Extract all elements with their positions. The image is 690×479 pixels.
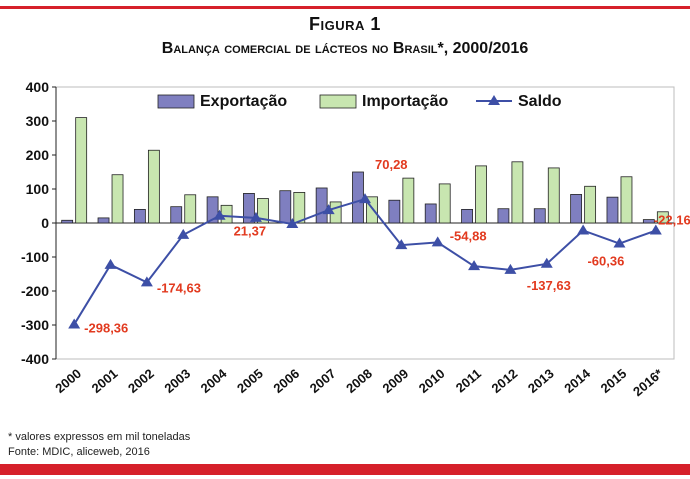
bar-exportacao [315, 187, 328, 224]
saldo-line [73, 197, 657, 325]
saldo-data-label: -22,16 [654, 213, 690, 228]
bar-exportacao [243, 193, 255, 224]
bar-exportacao [170, 206, 183, 224]
notes: * valores expressos em mil toneladas Fon… [8, 430, 190, 460]
bar-importacao [547, 167, 560, 224]
x-tick-label: 2000 [52, 366, 84, 396]
saldo-point [395, 239, 408, 250]
x-tick-label: 2003 [161, 366, 193, 396]
y-tick-label: -400 [21, 351, 49, 367]
x-tick-label: 2009 [379, 366, 411, 396]
y-tick-label: 300 [26, 113, 50, 129]
x-tick-label: 2008 [343, 366, 375, 396]
legend-label-saldo: Saldo [518, 93, 562, 110]
bar-exportacao [570, 194, 583, 224]
x-tick-label: 2001 [89, 366, 121, 396]
y-tick-label: 100 [26, 181, 50, 197]
x-tick-label: 2011 [453, 366, 484, 396]
saldo-point [322, 204, 335, 215]
bar-exportacao [206, 196, 219, 224]
y-tick-label: -200 [21, 283, 49, 299]
saldo-point [213, 209, 226, 220]
bar-exportacao [424, 203, 437, 224]
saldo-point [504, 263, 517, 274]
saldo-data-label: -60,36 [587, 254, 624, 269]
bar-exportacao [606, 196, 619, 224]
x-tick-label: 2014 [561, 365, 593, 396]
bar-importacao [75, 117, 88, 224]
bar-exportacao [61, 219, 74, 224]
saldo-point [286, 218, 299, 229]
saldo-data-label: 21,37 [234, 224, 267, 239]
bar-exportacao [97, 217, 110, 224]
saldo-data-label: 70,28 [375, 157, 408, 172]
saldo-data-label: -174,63 [157, 280, 201, 295]
bar-importacao [475, 165, 487, 224]
bar-importacao [147, 149, 160, 224]
legend-label-exportacao: Exportação [200, 93, 287, 110]
bar-exportacao [133, 208, 146, 224]
bar-importacao [511, 161, 524, 224]
source-note: Fonte: MDIC, aliceweb, 2016 [8, 446, 150, 458]
bar-exportacao [279, 190, 292, 224]
bar-importacao [257, 198, 269, 224]
bar-exportacao [461, 208, 473, 224]
saldo-point [249, 211, 262, 222]
bar-importacao [584, 185, 597, 224]
x-tick-label: 2007 [307, 366, 339, 396]
saldo-point [140, 276, 153, 287]
saldo-point [613, 237, 626, 248]
saldo-point [68, 318, 81, 329]
bar-importacao [656, 211, 669, 224]
x-tick-label: 2004 [198, 365, 230, 396]
bar-exportacao [388, 199, 401, 224]
x-tick-label: 2015 [598, 366, 630, 396]
top-red-rule [0, 6, 690, 9]
x-tick-label: 2012 [489, 366, 521, 396]
y-tick-label: 0 [41, 215, 49, 231]
bar-importacao [402, 177, 415, 224]
saldo-point [649, 224, 662, 235]
x-tick-label: 2013 [525, 366, 557, 396]
legend-label-importacao: Importação [362, 93, 448, 110]
saldo-point [177, 228, 190, 239]
bar-importacao [438, 183, 451, 224]
y-tick-label: 400 [26, 79, 50, 95]
footnote: * valores expressos em mil toneladas [8, 431, 191, 443]
y-tick-label: -100 [21, 249, 49, 265]
legend-marker-saldo [488, 95, 500, 105]
trade-balance-chart: 400 300 200 100 0 -100 -200 -300 -400 -298,36 -174… [21, 79, 690, 399]
saldo-point [468, 260, 481, 271]
bottom-red-rule [0, 464, 690, 475]
bar-importacao [293, 191, 306, 224]
bar-importacao [220, 204, 233, 224]
x-tick-label: 2005 [234, 366, 266, 396]
saldo-data-label: -137,63 [527, 278, 571, 293]
bar-importacao [111, 174, 124, 224]
bar-exportacao [533, 208, 546, 224]
bar-importacao [184, 194, 197, 224]
figure-caption: Balança comercial de lácteos no Brasil*,… [161, 40, 529, 57]
bar-importacao [620, 176, 633, 224]
x-tick-label: 2006 [270, 366, 302, 396]
bar-exportacao [497, 208, 510, 224]
saldo-point [359, 193, 371, 204]
figure-number: Figura 1 [309, 14, 381, 34]
legend-swatch-importacao [319, 94, 357, 109]
saldo-point [577, 224, 590, 235]
y-tick-label: -300 [21, 317, 49, 333]
x-tick-label: 2002 [125, 366, 157, 396]
bar-importacao [366, 196, 378, 224]
saldo-data-label: -54,88 [450, 228, 487, 243]
legend-swatch-exportacao [157, 94, 195, 109]
bar-exportacao [642, 219, 655, 224]
x-tick-label: 2010 [416, 366, 448, 396]
bar-exportacao [352, 171, 364, 224]
saldo-point [540, 257, 553, 268]
saldo-point [431, 236, 444, 247]
saldo-data-label: -298,36 [84, 320, 128, 335]
saldo-point [104, 258, 117, 269]
y-tick-label: 200 [26, 147, 50, 163]
x-tick-label: 2016* [630, 365, 666, 399]
